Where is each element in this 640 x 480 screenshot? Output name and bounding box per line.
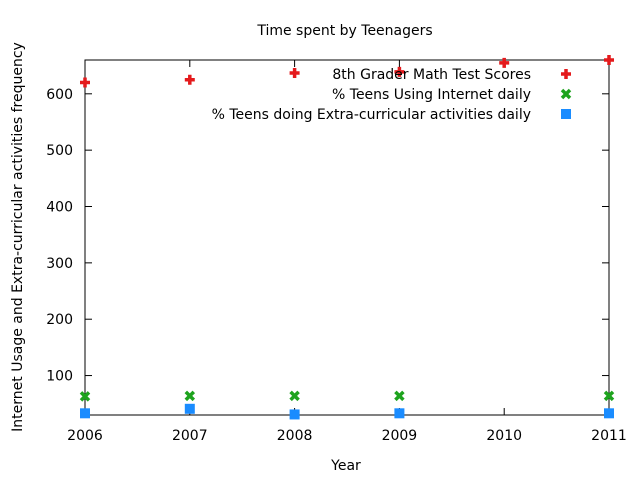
legend-label: % Teens doing Extra-curricular activitie… xyxy=(212,107,531,123)
data-point-series-3 xyxy=(289,409,300,420)
legend-label: 8th Grader Math Test Scores xyxy=(332,67,531,83)
plot-area-frame xyxy=(84,59,610,416)
data-point-series-1 xyxy=(499,57,510,68)
data-marks xyxy=(79,55,615,420)
y-tick-label: 400 xyxy=(46,200,73,216)
x-axis-label: Year xyxy=(330,458,361,474)
y-tick-label: 300 xyxy=(46,256,73,272)
x-tick-label: 2006 xyxy=(67,428,103,444)
y-tick-label: 600 xyxy=(46,87,73,103)
data-point-series-1 xyxy=(80,77,90,88)
x-tick-label: 2011 xyxy=(591,428,627,444)
legend-marker xyxy=(560,88,572,100)
chart-title: Time spent by Teenagers xyxy=(256,23,432,39)
data-point-series-3 xyxy=(80,408,90,419)
legend: 8th Grader Math Test Scores % Teens Using… xyxy=(212,67,572,123)
data-point-series-1 xyxy=(394,66,405,77)
x-tick-label: 2010 xyxy=(486,428,522,444)
y-tick-label: 500 xyxy=(46,143,73,159)
data-point-series-2 xyxy=(79,391,91,402)
data-point-series-3 xyxy=(604,408,614,419)
y-tick-label: 100 xyxy=(46,369,73,385)
x-tick-label: 2007 xyxy=(172,428,208,444)
data-point-series-3 xyxy=(394,408,405,419)
data-point-series-1 xyxy=(604,55,614,65)
data-point-series-2 xyxy=(184,390,196,402)
x-tick-label: 2008 xyxy=(277,428,313,444)
legend-marker xyxy=(561,69,571,79)
legend-marker xyxy=(561,109,571,119)
y-tick-label: 200 xyxy=(46,312,73,328)
axis-ticks: 100 200 300 400 500 600 2006 2007 2008 2009 2010 20… xyxy=(46,60,627,444)
data-point-series-1 xyxy=(184,74,195,85)
data-point-series-2 xyxy=(289,390,300,402)
data-point-series-3 xyxy=(184,403,195,414)
data-point-series-2 xyxy=(603,390,615,402)
x-tick-label: 2009 xyxy=(382,428,418,444)
data-point-series-2 xyxy=(394,390,405,402)
y-axis-label: Internet Usage and Extra-curricular acti… xyxy=(10,42,26,432)
legend-label: % Teens Using Internet daily xyxy=(332,87,531,103)
data-point-series-1 xyxy=(289,67,300,78)
